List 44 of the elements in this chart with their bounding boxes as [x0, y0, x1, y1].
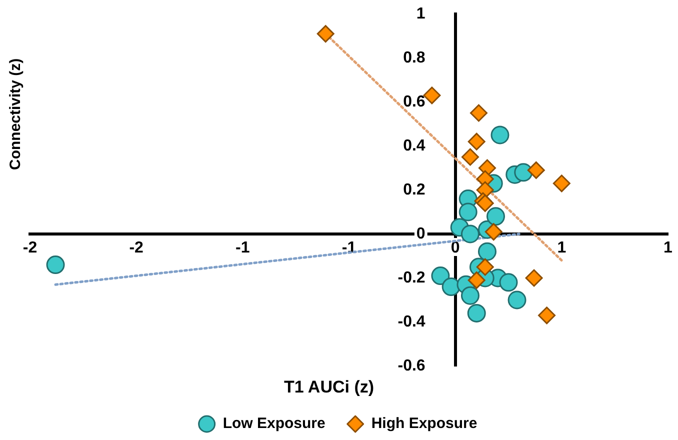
point [499, 273, 518, 292]
y-tick-label: -0.4 [398, 313, 426, 330]
x-tick-label: -2 [22, 239, 38, 256]
y-tick-label: 0.2 [403, 181, 426, 198]
y-tick-label: -0.2 [398, 269, 426, 286]
point [470, 104, 488, 122]
x-tick-label: 0 [450, 239, 460, 256]
point [538, 306, 556, 324]
point [525, 269, 543, 287]
y-axis-title: Connectivity (z) [7, 58, 24, 170]
point [552, 174, 570, 192]
point [468, 132, 486, 150]
point [514, 163, 533, 182]
point [467, 304, 486, 322]
y-tick-label: 0 [416, 225, 426, 242]
y-tick-label: 0.4 [403, 137, 426, 154]
point [527, 161, 545, 179]
point [468, 271, 486, 289]
point [478, 242, 496, 261]
point [460, 286, 480, 305]
y-tick-label: 0.8 [403, 49, 426, 66]
point [458, 202, 478, 222]
y-tick-label: 0.6 [403, 93, 426, 110]
x-tick-label: 1 [557, 239, 566, 256]
point [461, 148, 479, 166]
y-tick-label: -0.6 [398, 357, 426, 374]
point [490, 126, 510, 144]
y-tick-label: 1 [416, 5, 426, 22]
point [476, 258, 494, 276]
x-tick-label: 1 [664, 239, 673, 256]
point [423, 86, 441, 104]
point [484, 223, 502, 241]
point [46, 256, 65, 274]
point [460, 224, 480, 244]
legend-label: High Exposure [371, 415, 478, 432]
point [316, 25, 334, 43]
x-tick-label: -1 [236, 239, 250, 256]
point [431, 266, 450, 286]
x-axis-title: T1 AUCi (z) [284, 378, 374, 397]
point [486, 207, 505, 226]
point [508, 290, 526, 310]
legend-label: Low Exposure [222, 415, 326, 432]
x-tick-label: -2 [129, 239, 144, 256]
point [442, 278, 460, 296]
